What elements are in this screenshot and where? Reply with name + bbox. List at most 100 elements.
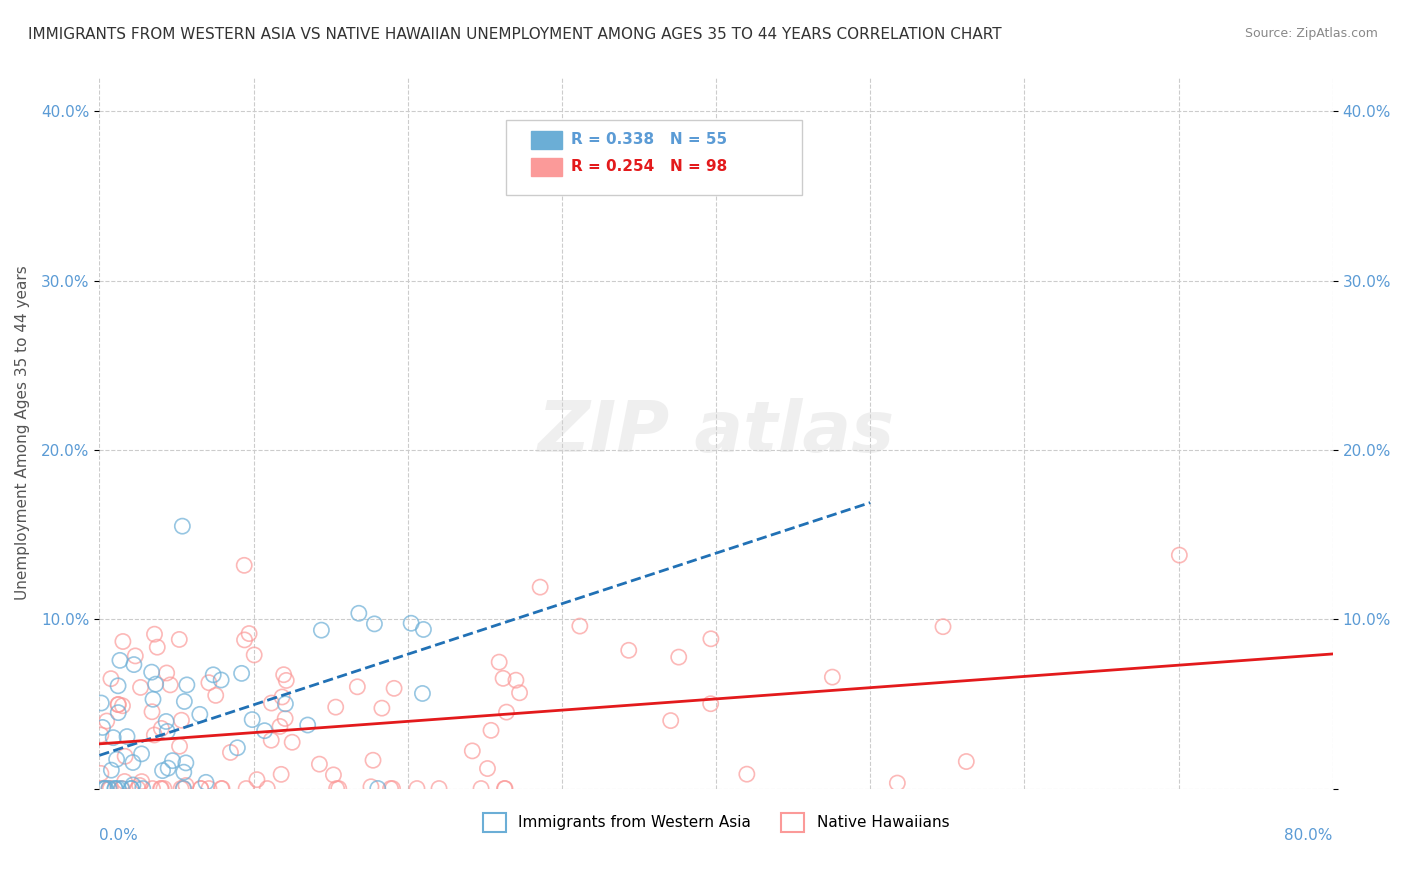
Native Hawaiians <box>495 705 517 719</box>
Immigrants from Western Asia <box>122 756 145 770</box>
Legend: Immigrants from Western Asia, Native Hawaiians: Immigrants from Western Asia, Native Haw… <box>477 807 955 838</box>
Immigrants from Western Asia <box>172 519 194 533</box>
Immigrants from Western Asia <box>108 653 131 667</box>
Native Hawaiians <box>470 781 492 796</box>
Immigrants from Western Asia <box>231 666 253 681</box>
Native Hawaiians <box>219 746 242 760</box>
Immigrants from Western Asia <box>209 673 232 687</box>
Immigrants from Western Asia <box>107 679 129 693</box>
Immigrants from Western Asia <box>142 692 165 706</box>
Immigrants from Western Asia <box>274 697 297 711</box>
Native Hawaiians <box>529 580 551 594</box>
Immigrants from Western Asia <box>311 623 333 637</box>
Immigrants from Western Asia <box>91 721 114 735</box>
Native Hawaiians <box>156 665 179 680</box>
Native Hawaiians <box>382 681 405 696</box>
Immigrants from Western Asia <box>90 696 112 710</box>
Native Hawaiians <box>886 776 908 790</box>
Immigrants from Western Asia <box>122 657 145 672</box>
Native Hawaiians <box>128 779 150 793</box>
Native Hawaiians <box>100 781 122 796</box>
Native Hawaiians <box>260 733 283 747</box>
Native Hawaiians <box>127 781 149 796</box>
Immigrants from Western Asia <box>412 623 434 637</box>
Text: R = 0.338   N = 55: R = 0.338 N = 55 <box>571 132 727 147</box>
Immigrants from Western Asia <box>120 781 142 796</box>
Immigrants from Western Asia <box>155 714 177 729</box>
Native Hawaiians <box>494 781 516 796</box>
Immigrants from Western Asia <box>115 730 138 744</box>
Native Hawaiians <box>100 672 122 686</box>
Native Hawaiians <box>235 781 257 796</box>
Immigrants from Western Asia <box>347 607 370 621</box>
Native Hawaiians <box>955 755 977 769</box>
Text: IMMIGRANTS FROM WESTERN ASIA VS NATIVE HAWAIIAN UNEMPLOYMENT AMONG AGES 35 TO 44: IMMIGRANTS FROM WESTERN ASIA VS NATIVE H… <box>28 27 1001 42</box>
Native Hawaiians <box>114 749 136 764</box>
Immigrants from Western Asia <box>363 616 385 631</box>
Immigrants from Western Asia <box>194 775 217 789</box>
Native Hawaiians <box>174 779 197 793</box>
Immigrants from Western Asia <box>110 781 132 796</box>
Native Hawaiians <box>150 722 173 736</box>
Immigrants from Western Asia <box>202 668 225 682</box>
Immigrants from Western Asia <box>253 723 276 738</box>
Native Hawaiians <box>494 781 516 796</box>
Text: ZIP atlas: ZIP atlas <box>537 399 894 467</box>
Native Hawaiians <box>821 670 844 684</box>
Native Hawaiians <box>505 673 527 688</box>
Native Hawaiians <box>477 762 499 776</box>
Immigrants from Western Asia <box>173 765 195 780</box>
Immigrants from Western Asia <box>94 781 117 796</box>
Native Hawaiians <box>204 689 226 703</box>
Native Hawaiians <box>260 696 283 710</box>
Immigrants from Western Asia <box>107 706 129 720</box>
Native Hawaiians <box>492 671 515 685</box>
Native Hawaiians <box>114 774 136 789</box>
Native Hawaiians <box>308 757 330 772</box>
Native Hawaiians <box>98 781 121 796</box>
Immigrants from Western Asia <box>399 616 422 631</box>
Native Hawaiians <box>170 781 193 796</box>
Immigrants from Western Asia <box>131 747 153 761</box>
Native Hawaiians <box>107 698 129 712</box>
Native Hawaiians <box>172 781 194 796</box>
Native Hawaiians <box>381 781 404 796</box>
Native Hawaiians <box>274 711 297 725</box>
Immigrants from Western Asia <box>122 778 145 792</box>
Native Hawaiians <box>233 558 256 573</box>
Native Hawaiians <box>271 690 294 704</box>
Native Hawaiians <box>406 781 429 796</box>
Native Hawaiians <box>141 781 163 796</box>
Native Hawaiians <box>346 680 368 694</box>
Immigrants from Western Asia <box>367 781 389 796</box>
Text: 0.0%: 0.0% <box>100 828 138 843</box>
Native Hawaiians <box>198 675 221 690</box>
Immigrants from Western Asia <box>132 781 155 796</box>
Immigrants from Western Asia <box>162 754 184 768</box>
Native Hawaiians <box>243 648 266 662</box>
Native Hawaiians <box>190 781 212 796</box>
Immigrants from Western Asia <box>176 678 198 692</box>
Immigrants from Western Asia <box>411 686 433 700</box>
Native Hawaiians <box>276 673 298 688</box>
Native Hawaiians <box>256 781 278 796</box>
Native Hawaiians <box>699 697 721 711</box>
Immigrants from Western Asia <box>145 677 167 691</box>
Native Hawaiians <box>96 714 118 728</box>
Native Hawaiians <box>371 701 394 715</box>
Native Hawaiians <box>111 698 134 713</box>
Immigrants from Western Asia <box>94 781 117 796</box>
Native Hawaiians <box>568 619 591 633</box>
FancyBboxPatch shape <box>506 120 803 194</box>
Native Hawaiians <box>129 681 152 695</box>
Native Hawaiians <box>143 728 166 742</box>
Native Hawaiians <box>209 781 232 796</box>
Immigrants from Western Asia <box>107 781 129 796</box>
Immigrants from Western Asia <box>104 781 127 796</box>
Native Hawaiians <box>169 632 191 647</box>
Native Hawaiians <box>211 781 233 796</box>
Native Hawaiians <box>461 744 484 758</box>
Immigrants from Western Asia <box>93 781 115 796</box>
Native Hawaiians <box>233 632 256 647</box>
Native Hawaiians <box>169 739 191 754</box>
